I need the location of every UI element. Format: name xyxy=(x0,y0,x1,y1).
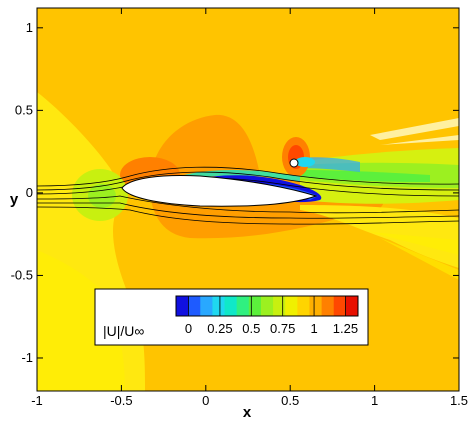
colorbar-tick-label: 0.25 xyxy=(207,321,232,336)
streamline xyxy=(37,166,459,187)
x-tick-label: 0 xyxy=(202,393,209,408)
colorbar-tick-label: 0.5 xyxy=(242,321,260,336)
wake-inner xyxy=(300,170,430,182)
y-tick-label: 0.5 xyxy=(15,102,33,117)
x-tick-label: 0.5 xyxy=(281,393,299,408)
colorbar-swatch xyxy=(309,296,323,316)
colorbar-swatch xyxy=(333,296,347,316)
colorbar-tick-label: 1 xyxy=(310,321,317,336)
y-tick-label: 1 xyxy=(26,20,33,35)
lower-yellow-wake-fan xyxy=(370,232,459,280)
plot-frame xyxy=(36,7,460,392)
colorbar-swatch xyxy=(236,296,250,316)
streamline xyxy=(37,171,459,191)
x-tick-label: -1 xyxy=(31,393,43,408)
x-tick-label: 1.5 xyxy=(450,393,468,408)
y-tick-label: 0 xyxy=(26,185,33,200)
x-axis: -1 -0.5 0 0.5 1 1.5 xyxy=(31,8,468,408)
colorbar-tick-label: 0 xyxy=(185,321,192,336)
colorbar-outline xyxy=(175,295,359,317)
colorbar-swatch xyxy=(285,296,298,316)
cylinder xyxy=(289,158,299,168)
colorbar-legend: 0 0.25 0.5 0.75 1 1.25 |U|/U∞ xyxy=(94,288,369,346)
lower-left-yellow xyxy=(37,250,125,391)
streamline xyxy=(37,202,459,219)
y-tick-label: -1 xyxy=(21,350,33,365)
y-tick-label: -0.5 xyxy=(11,267,33,282)
colorbar-ticks: 0 0.25 0.5 0.75 1 1.25 xyxy=(185,296,358,336)
airfoil xyxy=(121,175,318,207)
y-axis: -1 -0.5 0 0.5 1 xyxy=(11,20,459,365)
y-axis-title: y xyxy=(10,191,19,208)
lower-yellow-wake xyxy=(300,205,459,268)
colorbar-swatch xyxy=(345,296,359,316)
colorbar-tick-label: 1.25 xyxy=(333,321,358,336)
colorbar-swatch xyxy=(200,296,213,316)
upper-right-streak xyxy=(370,118,459,145)
colorbar-swatch xyxy=(273,296,286,316)
colorbar-tick-label: 0.75 xyxy=(270,321,295,336)
separation-rim xyxy=(180,170,300,182)
colorbar-swatches xyxy=(175,295,359,317)
colorbar-swatch xyxy=(248,296,262,316)
colorbar-title: |U|/U∞ xyxy=(103,323,144,339)
colorbar-swatch xyxy=(188,296,201,316)
streamline xyxy=(37,206,459,225)
stagnation-core xyxy=(88,184,116,208)
colorbar-swatch xyxy=(224,296,238,316)
colorbar-swatch xyxy=(260,296,274,316)
cylinder-wake xyxy=(300,157,360,172)
streamlines xyxy=(37,166,459,225)
x-tick-label: 1 xyxy=(371,393,378,408)
colorbar-swatch xyxy=(321,296,335,316)
colorbar-swatch xyxy=(176,296,189,316)
x-tick-label: -0.5 xyxy=(110,393,132,408)
colorbar-swatch xyxy=(297,296,310,316)
colorbar-swatch xyxy=(212,296,226,316)
cylinder-blue xyxy=(295,157,315,167)
x-axis-title: x xyxy=(243,404,252,421)
streamline xyxy=(37,195,459,214)
